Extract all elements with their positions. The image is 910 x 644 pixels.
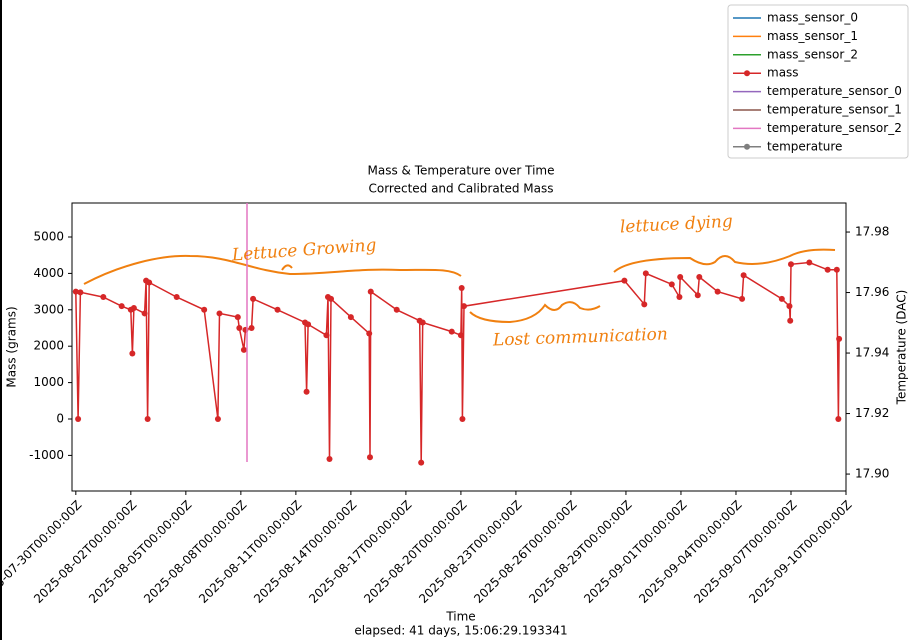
legend-label: temperature_sensor_0 <box>767 84 902 98</box>
data-point <box>240 346 247 353</box>
data-point <box>366 330 373 337</box>
data-point <box>129 350 136 357</box>
data-point <box>824 266 831 273</box>
data-point <box>806 259 813 266</box>
data-point <box>274 306 281 313</box>
plot-frame <box>71 202 847 492</box>
legend-label: mass_sensor_0 <box>767 11 858 25</box>
data-point <box>72 288 79 295</box>
legend-marker <box>744 70 750 77</box>
lost-brace <box>469 301 601 324</box>
data-point <box>787 261 794 268</box>
data-point <box>250 295 257 302</box>
data-point <box>214 416 221 422</box>
legend-label: temperature_sensor_1 <box>767 103 902 117</box>
data-point <box>367 288 374 295</box>
legend-box <box>727 4 909 159</box>
data-point <box>460 303 467 310</box>
data-point <box>130 304 137 311</box>
data-point <box>677 274 684 281</box>
data-point <box>201 306 208 313</box>
data-point <box>393 306 400 313</box>
data-point <box>141 310 148 317</box>
y-axis-label: Mass (grams) <box>5 306 19 387</box>
x-axis-label: Time <box>445 610 475 624</box>
y-tick-label: -1000 <box>29 448 64 462</box>
data-point <box>457 332 464 339</box>
dying-brace <box>613 248 836 273</box>
data-point <box>77 289 84 296</box>
y-tick-label: 2000 <box>33 339 64 353</box>
data-point <box>696 274 703 281</box>
data-point <box>173 294 180 301</box>
y2-tick-label: 17.96 <box>855 285 889 299</box>
data-point <box>835 416 842 422</box>
data-point <box>303 388 310 395</box>
data-point <box>459 416 466 422</box>
y-tick-label: 3000 <box>33 302 64 316</box>
legend-label: mass_sensor_1 <box>767 29 858 43</box>
y2-tick-label: 17.94 <box>855 346 889 360</box>
data-point <box>118 303 125 310</box>
y-tick-label: 4000 <box>33 266 64 280</box>
data-point <box>676 294 683 301</box>
data-point <box>694 292 701 299</box>
data-point <box>326 456 333 463</box>
data-point <box>642 270 649 277</box>
y-tick-label: 1000 <box>33 375 64 389</box>
data-point <box>739 295 746 302</box>
data-point <box>248 324 255 331</box>
data-point <box>778 295 785 302</box>
y2-axis-label: Temperature (DAC) <box>895 290 909 406</box>
legend-marker <box>744 143 750 150</box>
data-point <box>419 319 426 326</box>
data-point <box>75 416 82 422</box>
data-point <box>366 454 373 461</box>
data-point <box>448 328 455 335</box>
x-axis-note: elapsed: 41 days, 15:06:29.193341 <box>354 624 567 638</box>
y2-tick-label: 17.98 <box>855 225 889 239</box>
data-point <box>347 314 354 321</box>
data-point <box>714 288 721 295</box>
data-point <box>668 281 675 288</box>
data-point <box>146 279 153 286</box>
legend-label: temperature_sensor_2 <box>767 121 902 135</box>
data-point <box>418 459 425 466</box>
y2-tick-label: 17.90 <box>855 467 889 481</box>
data-point <box>328 295 335 302</box>
data-point <box>144 416 151 422</box>
data-point <box>305 321 312 328</box>
data-point <box>740 272 747 279</box>
data-point <box>458 284 465 291</box>
data-point <box>621 277 628 284</box>
y-tick-label: 0 <box>56 412 64 426</box>
data-point <box>836 335 843 342</box>
growing-brace-tip <box>281 264 293 271</box>
y-tick-label: 5000 <box>33 229 64 243</box>
left-edge <box>0 0 2 640</box>
data-point <box>833 266 840 273</box>
legend-label: mass_sensor_2 <box>767 47 858 61</box>
y2-tick-label: 17.92 <box>855 406 889 420</box>
legend-label: temperature <box>767 139 842 153</box>
data-point <box>786 303 793 310</box>
data-point <box>216 310 223 317</box>
growing-brace <box>83 254 462 285</box>
data-point <box>234 314 241 321</box>
chart-title: Mass & Temperature over Time <box>368 164 555 178</box>
data-point <box>787 317 794 324</box>
chart-subtitle: Corrected and Calibrated Mass <box>368 182 553 196</box>
data-point <box>323 332 330 339</box>
data-point <box>236 324 243 331</box>
legend-label: mass <box>767 66 799 80</box>
data-point <box>100 294 107 301</box>
data-point <box>641 301 648 308</box>
